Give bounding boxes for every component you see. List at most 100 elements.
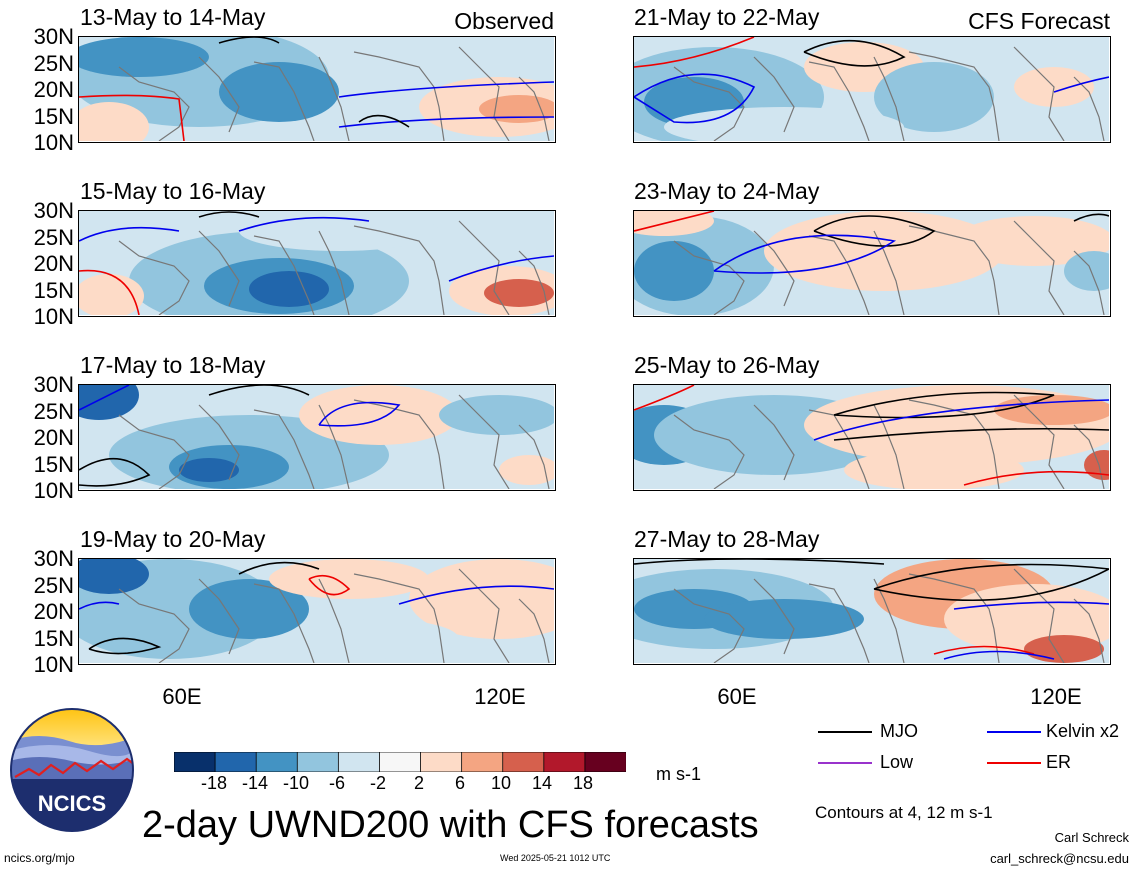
coastline — [673, 568, 1105, 663]
colorbar-swatch — [173, 751, 216, 773]
panel-tag-observed: Observed — [454, 8, 554, 34]
lon-label-60e-right: 60E — [717, 684, 757, 709]
wave-contour — [953, 601, 1109, 610]
lat-label: 25N — [33, 399, 74, 424]
footer-timestamp: Wed 2025-05-21 1012 UTC — [500, 853, 611, 863]
wind-anomaly-shading — [299, 619, 459, 659]
legend-swatch-mjo — [818, 731, 872, 733]
colorbar-tick-label: 2 — [413, 773, 424, 793]
main-title: 2-day UWND200 with CFS forecasts — [142, 804, 759, 846]
wave-contour — [813, 215, 936, 247]
legend-label-er: ER — [1046, 752, 1072, 772]
colorbar-swatch — [502, 751, 545, 773]
lat-label: 25N — [33, 51, 74, 76]
lat-label: 30N — [33, 198, 74, 223]
lat-label: 10N — [33, 130, 74, 155]
wave-contour — [448, 255, 554, 282]
wind-anomaly-shading — [1024, 635, 1104, 663]
colorbar-swatch — [461, 751, 504, 773]
panel-title-1: 13-May to 14-May — [80, 4, 266, 30]
wind-anomaly-shading — [79, 274, 144, 315]
colorbar-tick-label: 18 — [572, 773, 594, 793]
legend-swatch-kelvin — [987, 731, 1041, 733]
colorbar-tick-label: 10 — [490, 773, 512, 793]
wave-contour — [358, 114, 410, 128]
lat-label: 30N — [33, 372, 74, 397]
colorbar-swatch — [584, 751, 627, 773]
panel-title-3: 15-May to 16-May — [80, 178, 266, 204]
coastline — [118, 394, 550, 489]
wave-contour — [634, 385, 695, 411]
map-panel-8 — [633, 558, 1111, 665]
colorbar-units: m s-1 — [656, 764, 701, 784]
wind-anomaly-shading — [79, 559, 149, 594]
legend-swatch-low — [818, 762, 872, 764]
footer-author: Carl Schreck — [1054, 830, 1129, 845]
wind-anomaly-shading — [439, 395, 554, 435]
wind-anomaly-shading — [1064, 251, 1109, 291]
wave-contour — [198, 211, 260, 218]
legend-label-low: Low — [880, 752, 914, 772]
coastline — [118, 220, 550, 315]
colorbar — [173, 751, 627, 773]
coastline — [673, 46, 1105, 141]
wave-contour — [943, 650, 1055, 660]
wind-anomaly-shading — [79, 37, 209, 77]
panel-tag-forecast: CFS Forecast — [968, 8, 1110, 34]
wind-anomaly-shading — [704, 599, 864, 639]
panel-title-8: 27-May to 28-May — [634, 526, 820, 552]
lat-label: 25N — [33, 573, 74, 598]
lat-label: 10N — [33, 478, 74, 503]
colorbar-tick-label: 6 — [454, 773, 465, 793]
lon-label-120e-right: 120E — [1030, 684, 1082, 709]
legend-label-mjo: MJO — [880, 721, 918, 741]
wind-anomaly-shading — [219, 62, 339, 122]
wave-contour — [398, 585, 554, 605]
coastline — [673, 394, 1105, 489]
lat-label: 30N — [33, 24, 74, 49]
lat-label: 10N — [33, 304, 74, 329]
map-panel-3 — [78, 210, 556, 317]
wind-anomaly-shading — [299, 385, 459, 445]
coastline — [118, 46, 550, 141]
wind-anomaly-shading — [249, 271, 329, 307]
footer-url[interactable]: ncics.org/mjo — [4, 851, 75, 865]
wind-anomaly-shading — [844, 450, 1024, 489]
wind-anomaly-shading — [874, 62, 994, 132]
lat-label: 25N — [33, 225, 74, 250]
wave-contour — [238, 216, 370, 232]
wave-contour — [1053, 76, 1109, 93]
lat-label: 10N — [33, 652, 74, 677]
wind-anomaly-shading — [479, 95, 554, 123]
lon-label-120e-left: 120E — [474, 684, 526, 709]
wind-anomaly-shading — [994, 395, 1109, 425]
map-panel-5 — [78, 384, 556, 491]
map-panel-4 — [633, 210, 1111, 317]
lat-label: 15N — [33, 104, 74, 129]
contours-note: Contours at 4, 12 m s-1 — [815, 803, 993, 822]
colorbar-tick-label: 14 — [531, 773, 553, 793]
wind-anomaly-shading — [634, 241, 714, 301]
wave-contour — [338, 116, 554, 128]
wave-contour — [873, 563, 1109, 602]
wave-contour — [634, 211, 715, 232]
colorbar-tick-label: -18 — [200, 773, 227, 793]
coastline — [673, 220, 1105, 315]
wave-contour — [963, 470, 1109, 486]
colorbar-swatch — [379, 751, 422, 773]
panel-title-2: 21-May to 22-May — [634, 4, 820, 30]
wave-contour — [79, 226, 180, 242]
wind-anomaly-shading — [239, 211, 439, 251]
footer-email[interactable]: carl_schreck@ncsu.edu — [990, 851, 1129, 866]
legend-swatch-er — [987, 762, 1041, 764]
map-panel-6 — [633, 384, 1111, 491]
wind-anomaly-shading — [409, 559, 554, 639]
wave-contour — [933, 645, 1035, 655]
map-panel-2 — [633, 36, 1111, 143]
lat-label: 15N — [33, 452, 74, 477]
legend-label-kelvin: Kelvin x2 — [1046, 721, 1120, 741]
panel-title-5: 17-May to 18-May — [80, 352, 266, 378]
panel-title-4: 23-May to 24-May — [634, 178, 820, 204]
wave-contour — [308, 574, 351, 596]
wave-contour — [833, 427, 1109, 441]
